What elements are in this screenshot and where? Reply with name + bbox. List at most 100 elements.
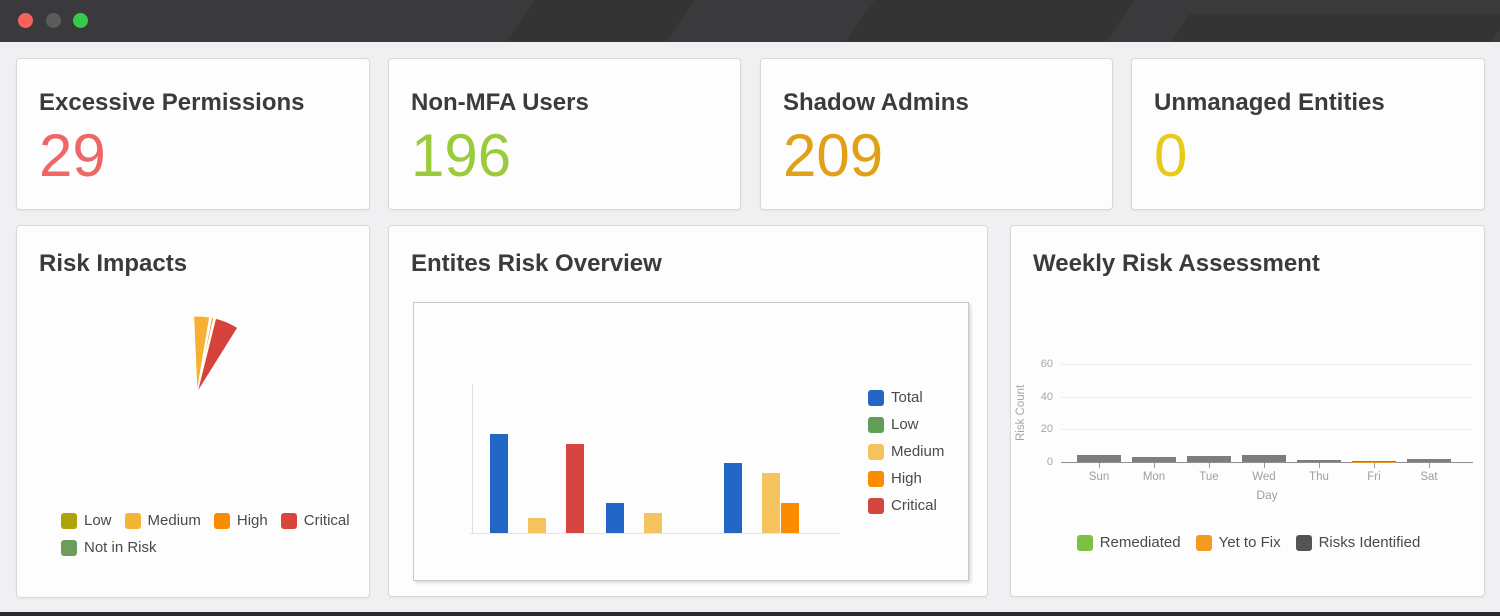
stat-card-title: Non-MFA Users [411, 89, 589, 116]
legend-item-remediated[interactable]: Remediated [1076, 534, 1181, 551]
entities-chart-frame: Total Low Medium High Critical [413, 302, 969, 581]
titlebar-reflection [845, 0, 1135, 42]
legend-item-medium[interactable]: Medium [868, 443, 944, 460]
risk-impacts-title: Risk Impacts [39, 250, 188, 277]
legend-label: Medium [147, 512, 201, 529]
pie-slice-medium[interactable] [193, 315, 211, 394]
legend-label: High [236, 512, 268, 529]
bar-mon-risks-identified[interactable] [1132, 457, 1176, 462]
bar-cat3-high[interactable] [781, 503, 799, 533]
legend-swatch [124, 512, 141, 529]
weekly-gridline-60 [1061, 363, 1473, 365]
close-window-button[interactable] [18, 13, 33, 28]
weekly-tick-mon [1154, 463, 1155, 468]
weekly-risk-assessment-card: Weekly Risk Assessment Risk Count Day Re… [1010, 225, 1485, 597]
bar-cat1-total[interactable] [490, 433, 508, 533]
weekly-tick-fri [1374, 463, 1375, 468]
legend-item-high[interactable]: High [868, 470, 944, 487]
weekly-y-tick-40: 40 [1040, 390, 1053, 403]
legend-label: Critical [891, 497, 937, 514]
bar-cat2-total[interactable] [606, 503, 624, 533]
legend-swatch [868, 443, 884, 460]
titlebar-reflection [1170, 14, 1500, 42]
window-titlebar [0, 0, 1500, 42]
legend-item-low[interactable]: Low [61, 512, 112, 529]
entities-y-axis-line [472, 384, 473, 533]
legend-swatch [868, 416, 884, 433]
legend-swatch [61, 539, 77, 556]
legend-item-critical[interactable]: Critical [280, 512, 350, 529]
legend-item-yet-to-fix[interactable]: Yet to Fix [1195, 534, 1281, 551]
legend-item-not-in-risk[interactable]: Not in Risk [61, 539, 157, 556]
weekly-tick-sun [1099, 463, 1100, 468]
weekly-tick-thu [1319, 463, 1320, 468]
stat-card-value: 196 [411, 122, 512, 190]
stat-card-value: 209 [783, 122, 884, 190]
legend-item-total[interactable]: Total [868, 389, 944, 406]
legend-label: Risks Identified [1318, 534, 1421, 551]
entities-risk-overview-title: Entites Risk Overview [411, 250, 662, 277]
bar-cat1-critical[interactable] [566, 443, 584, 533]
weekly-day-label-sat: Sat [1420, 471, 1438, 483]
weekly-chart-legend: Remediated Yet to Fix Risks Identified [1011, 534, 1486, 551]
bar-thu-risks-identified[interactable] [1297, 459, 1341, 462]
weekly-gridline-20 [1061, 429, 1473, 431]
bar-fri-risks-identified[interactable] [1352, 461, 1396, 462]
titlebar-reflection [505, 0, 695, 42]
weekly-y-tick-20: 20 [1040, 423, 1053, 436]
legend-label: Not in Risk [84, 539, 157, 556]
weekly-y-tick-0: 0 [1046, 456, 1053, 468]
legend-swatch [1195, 534, 1212, 551]
weekly-day-label-tue: Tue [1199, 471, 1219, 483]
weekly-day-label-fri: Fri [1367, 471, 1381, 483]
legend-swatch [61, 512, 77, 529]
minimize-window-button[interactable] [46, 13, 61, 28]
risk-impacts-legend: Low Medium High Critical Not in Risk [61, 512, 373, 556]
stat-card-value: 29 [39, 122, 106, 190]
weekly-day-label-sun: Sun [1088, 471, 1110, 483]
legend-swatch [1076, 534, 1093, 551]
unmanaged-entities-card: Unmanaged Entities 0 [1131, 58, 1485, 210]
legend-swatch [868, 497, 884, 514]
bar-cat2-medium[interactable] [644, 513, 662, 533]
legend-label: Critical [303, 512, 350, 529]
bar-cat3-medium[interactable] [762, 473, 780, 533]
bar-fri-yet-to-fix[interactable] [1352, 461, 1396, 462]
excessive-permissions-card: Excessive Permissions 29 [16, 58, 370, 210]
legend-item-medium[interactable]: Medium [124, 512, 201, 529]
window-bottom-edge [0, 612, 1500, 616]
legend-item-risks-identified[interactable]: Risks Identified [1295, 534, 1421, 551]
bar-tue-risks-identified[interactable] [1187, 456, 1231, 462]
stat-card-title: Unmanaged Entities [1154, 89, 1385, 116]
entities-x-axis-line [470, 533, 840, 534]
weekly-x-axis-line [1061, 462, 1473, 463]
risk-impacts-card: Risk Impacts Low Medium High Critical Not in… [16, 225, 370, 598]
pie-slice-critical[interactable] [196, 317, 239, 394]
legend-item-high[interactable]: High [213, 512, 268, 529]
weekly-risk-assessment-title: Weekly Risk Assessment [1033, 250, 1320, 277]
legend-item-low[interactable]: Low [868, 416, 944, 433]
entities-chart-legend: Total Low Medium High Critical [868, 389, 944, 514]
bar-cat3-total[interactable] [724, 463, 742, 533]
zoom-window-button[interactable] [73, 13, 88, 28]
legend-item-critical[interactable]: Critical [868, 497, 944, 514]
legend-swatch [868, 389, 884, 406]
legend-label: High [891, 470, 922, 487]
bar-sat-risks-identified[interactable] [1407, 458, 1451, 462]
weekly-day-label-mon: Mon [1142, 471, 1166, 483]
weekly-y-axis-label: Risk Count [1015, 384, 1027, 442]
entities-risk-overview-card: Entites Risk Overview Total Low Medium High… [388, 225, 988, 597]
shadow-admins-card: Shadow Admins 209 [760, 58, 1113, 210]
bar-cat1-medium[interactable] [528, 518, 546, 533]
stat-card-value: 0 [1154, 122, 1188, 190]
stat-card-title: Shadow Admins [783, 89, 969, 116]
legend-label: Low [891, 416, 919, 433]
weekly-gridline-40 [1061, 396, 1473, 398]
weekly-tick-tue [1209, 463, 1210, 468]
pie-slice-high[interactable] [196, 316, 215, 394]
legend-label: Medium [891, 443, 945, 460]
legend-swatch [280, 512, 297, 529]
bar-wed-risks-identified[interactable] [1242, 454, 1286, 462]
bar-sun-risks-identified[interactable] [1077, 455, 1121, 462]
weekly-x-axis-label: Day [1256, 488, 1278, 502]
